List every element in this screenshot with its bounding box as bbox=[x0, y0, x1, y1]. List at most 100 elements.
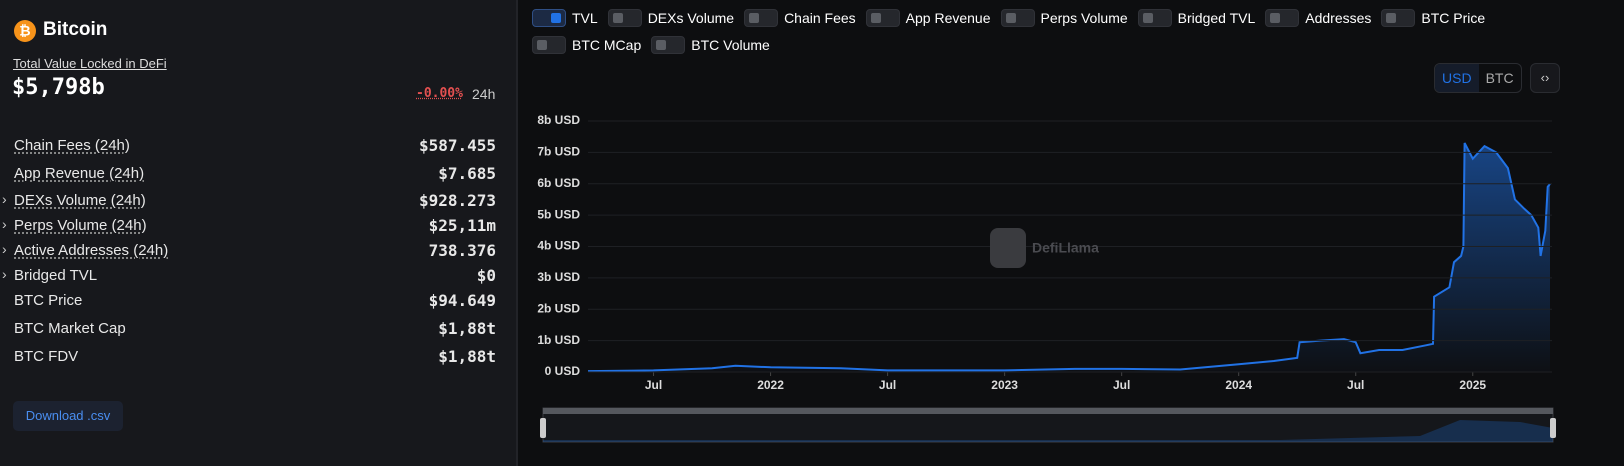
currency-option[interactable]: USD bbox=[1435, 64, 1479, 92]
y-tick-label: 2b USD bbox=[537, 301, 580, 315]
y-tick-label: 3b USD bbox=[537, 270, 580, 284]
y-tick-label: 5b USD bbox=[537, 207, 580, 221]
y-tick-label: 0 USD bbox=[545, 364, 581, 378]
toggle-label: BTC Volume bbox=[691, 37, 770, 53]
stat-row[interactable]: › Perps Volume (24h) $25,11m bbox=[2, 215, 496, 239]
switch[interactable] bbox=[744, 9, 779, 27]
tvl-period: 24h bbox=[472, 86, 496, 102]
switch-knob bbox=[551, 13, 561, 23]
stat-label: BTC FDV bbox=[14, 348, 79, 365]
chart: 2025 Jul 2024 Jul 2023 Jul 2022 Jul 8b USD 7b USD… bbox=[537, 113, 1556, 443]
stat-value: $928.273 bbox=[418, 191, 496, 210]
stat-row: BTC Price $94.649 bbox=[14, 290, 496, 314]
toggle-label: Addresses bbox=[1305, 10, 1372, 26]
tvl-label: Total Value Locked in DeFi bbox=[13, 56, 167, 71]
toggle-label: DEXs Volume bbox=[647, 10, 735, 26]
tvl-line bbox=[587, 142, 1551, 373]
switch[interactable] bbox=[607, 9, 642, 27]
y-tick-label: 8b USD bbox=[537, 113, 580, 127]
x-tick-label: 2025 bbox=[1459, 378, 1486, 392]
toggle[interactable]: BTC MCap bbox=[532, 36, 641, 54]
stat-value: $94.649 bbox=[428, 291, 496, 310]
switch-knob bbox=[1142, 13, 1153, 23]
x-tick-label: Jul bbox=[1347, 378, 1364, 392]
toggle[interactable]: Addresses bbox=[1265, 9, 1371, 27]
toggle[interactable]: TVL bbox=[532, 9, 598, 27]
stat-row[interactable]: › Active Addresses (24h) 738.376 bbox=[2, 240, 496, 264]
toggle[interactable]: BTC Volume bbox=[651, 36, 770, 54]
stat-label: Bridged TVL bbox=[14, 267, 98, 284]
navigator-handle bbox=[1550, 418, 1556, 438]
currency-switch: USD BTC bbox=[1434, 63, 1522, 93]
toggle[interactable]: Bridged TVL bbox=[1137, 9, 1256, 27]
stat-label: Chain Fees (24h) bbox=[14, 137, 130, 154]
x-tick-label: 2022 bbox=[757, 378, 784, 392]
switch-knob bbox=[870, 13, 881, 23]
download-button[interactable]: Download .csv bbox=[13, 401, 123, 431]
x-tick-label: 2023 bbox=[991, 378, 1018, 392]
stat-row: BTC Market Cap $1,88t bbox=[14, 318, 496, 342]
switch-knob bbox=[1005, 13, 1016, 23]
expand-icon: › bbox=[2, 241, 7, 257]
switch[interactable] bbox=[532, 36, 566, 54]
expand-icon: › bbox=[2, 191, 7, 207]
switch-knob bbox=[1386, 13, 1397, 23]
switch-knob bbox=[537, 40, 547, 50]
stat-label: BTC Market Cap bbox=[14, 320, 126, 337]
stat-label: App Revenue (24h) bbox=[14, 165, 145, 182]
x-tick-label: Jul bbox=[1113, 378, 1130, 392]
switch[interactable] bbox=[1381, 9, 1416, 27]
toggle-label: Bridged TVL bbox=[1177, 10, 1256, 26]
stat-label: BTC Price bbox=[14, 292, 83, 309]
switch[interactable] bbox=[1137, 9, 1172, 27]
btc-icon: ₿ bbox=[14, 20, 36, 42]
switch-knob bbox=[1270, 13, 1281, 23]
switch[interactable] bbox=[651, 36, 686, 54]
toggle-label: App Revenue bbox=[905, 10, 991, 26]
stat-row[interactable]: › Bridged TVL $0 bbox=[2, 265, 496, 289]
toggle[interactable]: BTC Price bbox=[1381, 9, 1485, 27]
stat-row: App Revenue (24h) $7.685 bbox=[14, 163, 496, 187]
switch[interactable] bbox=[1000, 9, 1035, 27]
toggle-label: TVL bbox=[572, 10, 598, 26]
switch-knob bbox=[749, 13, 760, 23]
stat-value: $25,11m bbox=[428, 216, 496, 235]
switch-knob bbox=[656, 40, 667, 50]
toggle[interactable]: DEXs Volume bbox=[607, 9, 735, 27]
watermark: DefiLlama bbox=[1032, 240, 1099, 256]
stat-row[interactable]: › DEXs Volume (24h) $928.273 bbox=[2, 190, 496, 214]
x-tick-label: Jul bbox=[645, 378, 662, 392]
stat-value: $1,88t bbox=[438, 319, 496, 338]
toggle[interactable]: Perps Volume bbox=[1000, 9, 1128, 27]
stat-label: Perps Volume (24h) bbox=[14, 217, 147, 234]
stat-label: Active Addresses (24h) bbox=[14, 242, 169, 259]
toggle-label: BTC Price bbox=[1421, 10, 1486, 26]
toggle-label: Perps Volume bbox=[1040, 10, 1128, 26]
expand-icon: › bbox=[2, 266, 7, 282]
watermark-logo bbox=[990, 228, 1026, 268]
embed-button[interactable]: ‹› bbox=[1530, 63, 1560, 93]
stat-value: $587.455 bbox=[418, 136, 496, 155]
expand-icon: › bbox=[2, 216, 7, 232]
navigator-handle-bar bbox=[543, 408, 1553, 414]
switch-knob bbox=[612, 13, 623, 23]
toggle-label: BTC MCap bbox=[572, 37, 642, 53]
y-tick-label: 6b USD bbox=[537, 176, 580, 190]
switch[interactable] bbox=[865, 9, 900, 27]
switch[interactable] bbox=[1265, 9, 1300, 27]
toggle[interactable]: App Revenue bbox=[865, 9, 991, 27]
stat-row: BTC FDV $1,88t bbox=[14, 346, 496, 370]
toggle[interactable]: Chain Fees bbox=[744, 9, 856, 27]
y-tick-label: 4b USD bbox=[537, 239, 580, 253]
currency-option[interactable]: BTC bbox=[1485, 70, 1514, 86]
tvl-change: -0.00% bbox=[416, 86, 463, 101]
x-tick-label: 2024 bbox=[1225, 378, 1252, 392]
sidebar: ₿ Bitcoin Total Value Locked in DeFi $5,… bbox=[0, 0, 518, 466]
tvl-value: $5,798b bbox=[12, 75, 105, 100]
area-fill bbox=[588, 143, 1550, 372]
switch[interactable] bbox=[532, 9, 566, 27]
svg-text:₿: ₿ bbox=[19, 23, 30, 39]
navigator-preview bbox=[543, 420, 1553, 442]
toggle-label: Chain Fees bbox=[784, 10, 856, 26]
